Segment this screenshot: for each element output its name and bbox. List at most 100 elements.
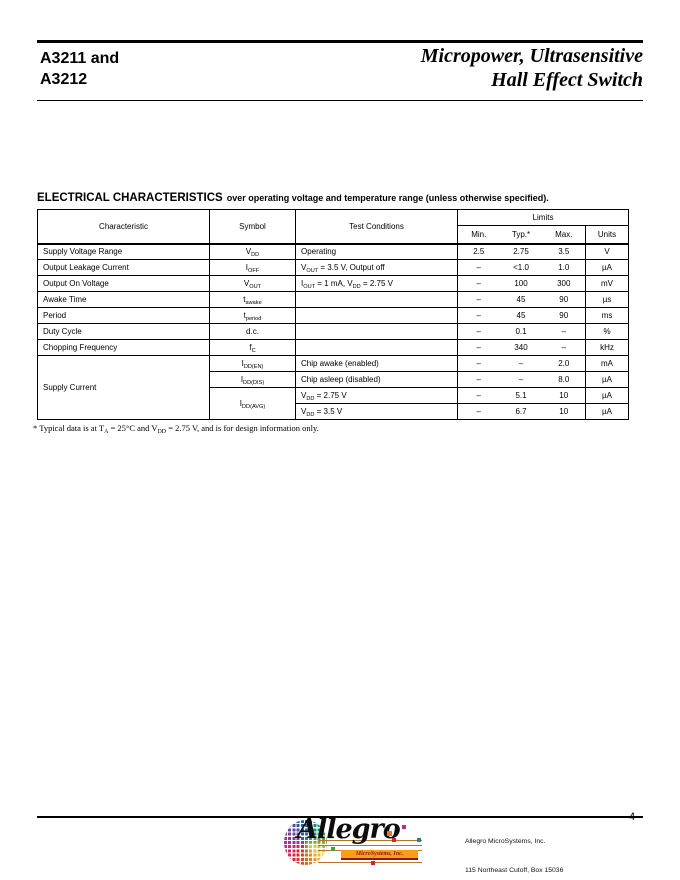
- cell-condition: [295, 339, 458, 356]
- section-title-main: ELECTRICAL CHARACTERISTICS: [37, 192, 223, 204]
- cell-condition: [295, 291, 458, 308]
- table-row: Output Leakage Current IOFF VOUT = 3.5 V…: [37, 259, 629, 276]
- cell-condition: VOUT = 3.5 V, Output off: [295, 259, 458, 276]
- col-header-max: Max.: [542, 225, 586, 245]
- logo-mosaic-icon: [284, 820, 327, 865]
- cell-min: 2.5: [457, 243, 500, 260]
- cell-units: µA: [584, 387, 629, 404]
- company-address: Allegro MicroSystems, Inc. 115 Northeast…: [465, 818, 633, 880]
- device-line-2: A3212: [40, 71, 88, 88]
- cell-min: –: [457, 339, 500, 356]
- cell-min: –: [457, 307, 500, 324]
- cell-max: 3.5: [542, 243, 586, 260]
- cell-characteristic: Chopping Frequency: [37, 339, 210, 356]
- col-header-characteristic: Characteristic: [37, 209, 210, 245]
- logo-colon-square-icon: [387, 831, 392, 836]
- cell-characteristic: Output On Voltage: [37, 275, 210, 292]
- cell-max: 2.0: [542, 355, 586, 372]
- cell-condition: [295, 323, 458, 340]
- cell-min: –: [457, 371, 500, 388]
- logo-note-square-icon: [402, 825, 406, 829]
- cell-characteristic: Supply Voltage Range: [37, 243, 210, 260]
- cell-typ: –: [499, 355, 543, 372]
- header-top-rule: [37, 40, 643, 43]
- cell-max: –: [542, 323, 586, 340]
- cell-symbol: VOUT: [209, 275, 296, 292]
- cell-min: –: [457, 275, 500, 292]
- col-header-min: Min.: [457, 225, 500, 245]
- logo-staff-line: [318, 862, 422, 863]
- address-line: Allegro MicroSystems, Inc.: [465, 838, 546, 845]
- table-row: Period tperiod – 45 90 ms: [37, 307, 629, 324]
- page-number: 4: [629, 811, 636, 823]
- document-title: Micropower, Ultrasensitive Hall Effect S…: [421, 44, 643, 92]
- logo-staff-line: [318, 845, 422, 846]
- document-title-line-2: Hall Effect Switch: [491, 69, 643, 91]
- cell-max: –: [542, 339, 586, 356]
- table-row: Duty Cycle d.c. – 0.1 – %: [37, 323, 629, 340]
- cell-condition: [295, 307, 458, 324]
- logo-note-square-icon: [371, 861, 375, 865]
- cell-symbol: tperiod: [209, 307, 296, 324]
- cell-symbol-group: IDD(AVG): [209, 387, 296, 420]
- logo-colon-square-icon: [392, 838, 396, 842]
- table-row: Output On Voltage VOUT IOUT = 1 mA, VDD …: [37, 275, 629, 292]
- cell-min: –: [457, 403, 500, 420]
- cell-typ: 100: [499, 275, 543, 292]
- cell-condition: VDD = 3.5 V: [295, 403, 458, 420]
- cell-units: kHz: [584, 339, 629, 356]
- footer-rule: [37, 816, 643, 818]
- electrical-characteristics-table: Characteristic Symbol Test Conditions Li…: [37, 209, 630, 420]
- cell-typ: 340: [499, 339, 543, 356]
- cell-symbol: IDD(EN): [209, 355, 296, 372]
- table-row: Awake Time tawake – 45 90 µs: [37, 291, 629, 308]
- col-header-limits: Limits: [457, 209, 629, 226]
- table-row: IDD(DIS) Chip asleep (disabled) – – 8.0 …: [38, 371, 629, 388]
- logo-staff-line: [318, 840, 422, 841]
- device-line-1: A3211 and: [40, 50, 120, 67]
- section-title: ELECTRICAL CHARACTERISTICS over operating…: [37, 192, 549, 204]
- allegro-logo: MicroSystems, Inc. Allegro: [284, 814, 426, 869]
- cell-units: µs: [584, 291, 629, 308]
- cell-units: µA: [584, 371, 629, 388]
- cell-max: 300: [542, 275, 586, 292]
- cell-condition: IOUT = 1 mA, VDD = 2.75 V: [295, 275, 458, 292]
- cell-typ: 6.7: [499, 403, 543, 420]
- cell-max: 1.0: [542, 259, 586, 276]
- device-numbers: A3211 and A3212: [40, 48, 119, 90]
- col-header-test-conditions: Test Conditions: [295, 209, 458, 245]
- logo-tagline: MicroSystems, Inc.: [341, 850, 418, 860]
- table-row: Chopping Frequency fC – 340 – kHz: [37, 339, 629, 356]
- cell-characteristic: Output Leakage Current: [37, 259, 210, 276]
- cell-characteristic: Period: [37, 307, 210, 324]
- document-title-line-1: Micropower, Ultrasensitive: [420, 45, 643, 67]
- cell-units: %: [584, 323, 629, 340]
- section-title-sub: over operating voltage and temperature r…: [226, 193, 549, 203]
- table-row: IDD(AVG) VDD = 2.75 V – 5.1 10 µA: [38, 387, 629, 420]
- cell-max: 90: [542, 291, 586, 308]
- col-header-units: Units: [584, 225, 629, 245]
- logo-note-square-icon: [417, 838, 421, 842]
- logo-wordmark: Allegro: [297, 814, 401, 845]
- cell-characteristic: Duty Cycle: [37, 323, 210, 340]
- cell-units: mA: [584, 355, 629, 372]
- cell-min: –: [457, 323, 500, 340]
- cell-max: 10: [542, 387, 586, 404]
- cell-min: –: [457, 291, 500, 308]
- col-header-symbol: Symbol: [209, 209, 296, 245]
- cell-typ: 0.1: [499, 323, 543, 340]
- cell-max: 90: [542, 307, 586, 324]
- cell-typ: 5.1: [499, 387, 543, 404]
- table-row: Supply Current IDD(EN) Chip awake (enabl…: [37, 355, 629, 420]
- cell-typ: <1.0: [499, 259, 543, 276]
- cell-symbol: IOFF: [209, 259, 296, 276]
- table-footnote: * Typical data is at TA = 25°C and VDD =…: [33, 423, 319, 436]
- logo-note-square-icon: [331, 847, 335, 851]
- cell-units: mV: [584, 275, 629, 292]
- cell-min: –: [457, 355, 500, 372]
- cell-max: 8.0: [542, 371, 586, 388]
- cell-units: µA: [584, 403, 629, 420]
- cell-units: ms: [584, 307, 629, 324]
- table-row: Supply Voltage Range VDD Operating 2.5 2…: [37, 243, 629, 260]
